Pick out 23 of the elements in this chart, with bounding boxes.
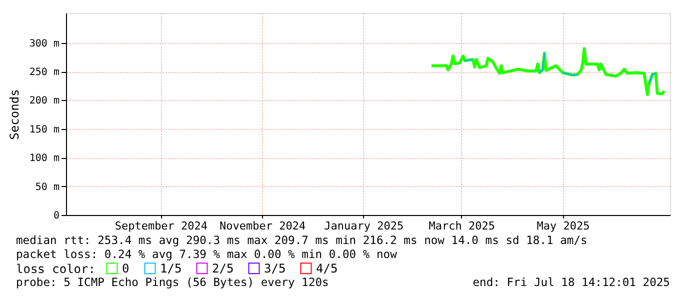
y-tick-label: 150 m: [29, 124, 60, 136]
x-tick-label: May 2025: [536, 220, 590, 232]
x-tick-label: September 2024: [114, 220, 208, 232]
legend-label: 0: [122, 261, 130, 276]
x-tick-label: January 2025: [324, 220, 404, 232]
y-tick-label: 100 m: [29, 153, 60, 164]
y-tick-label: 50 m: [35, 182, 60, 193]
text: packet loss: 0.24 % avg 7.39 % max 0.00 % min 0.00 % now: [16, 248, 398, 261]
y-tick-label: 0: [53, 210, 60, 222]
x-tick-label: March 2025: [428, 220, 495, 232]
legend-title: loss color:: [16, 262, 96, 276]
x-tick-label: November 2024: [219, 220, 306, 232]
y-axis-title: Seconds: [7, 89, 22, 140]
y-tick-label: 300 m: [29, 38, 60, 50]
text: end: Fri Jul 18 14:12:01 2025: [472, 276, 670, 289]
y-tick-label: 200 m: [29, 96, 60, 107]
legend-label: 2/5: [212, 261, 234, 276]
text: probe: 5 ICMP Echo Pings (56 Bytes) every 120s: [16, 276, 329, 289]
y-tick-label: 250 m: [29, 67, 60, 78]
legend-label: 3/5: [264, 261, 286, 276]
text: median rtt: 253.4 ms avg 290.3 ms max 209.7 ms min 216.2 ms now 14.0 ms sd 18.1 am/s: [16, 234, 588, 247]
legend-label: 4/5: [316, 261, 338, 276]
legend-label: 1/5: [160, 261, 182, 276]
